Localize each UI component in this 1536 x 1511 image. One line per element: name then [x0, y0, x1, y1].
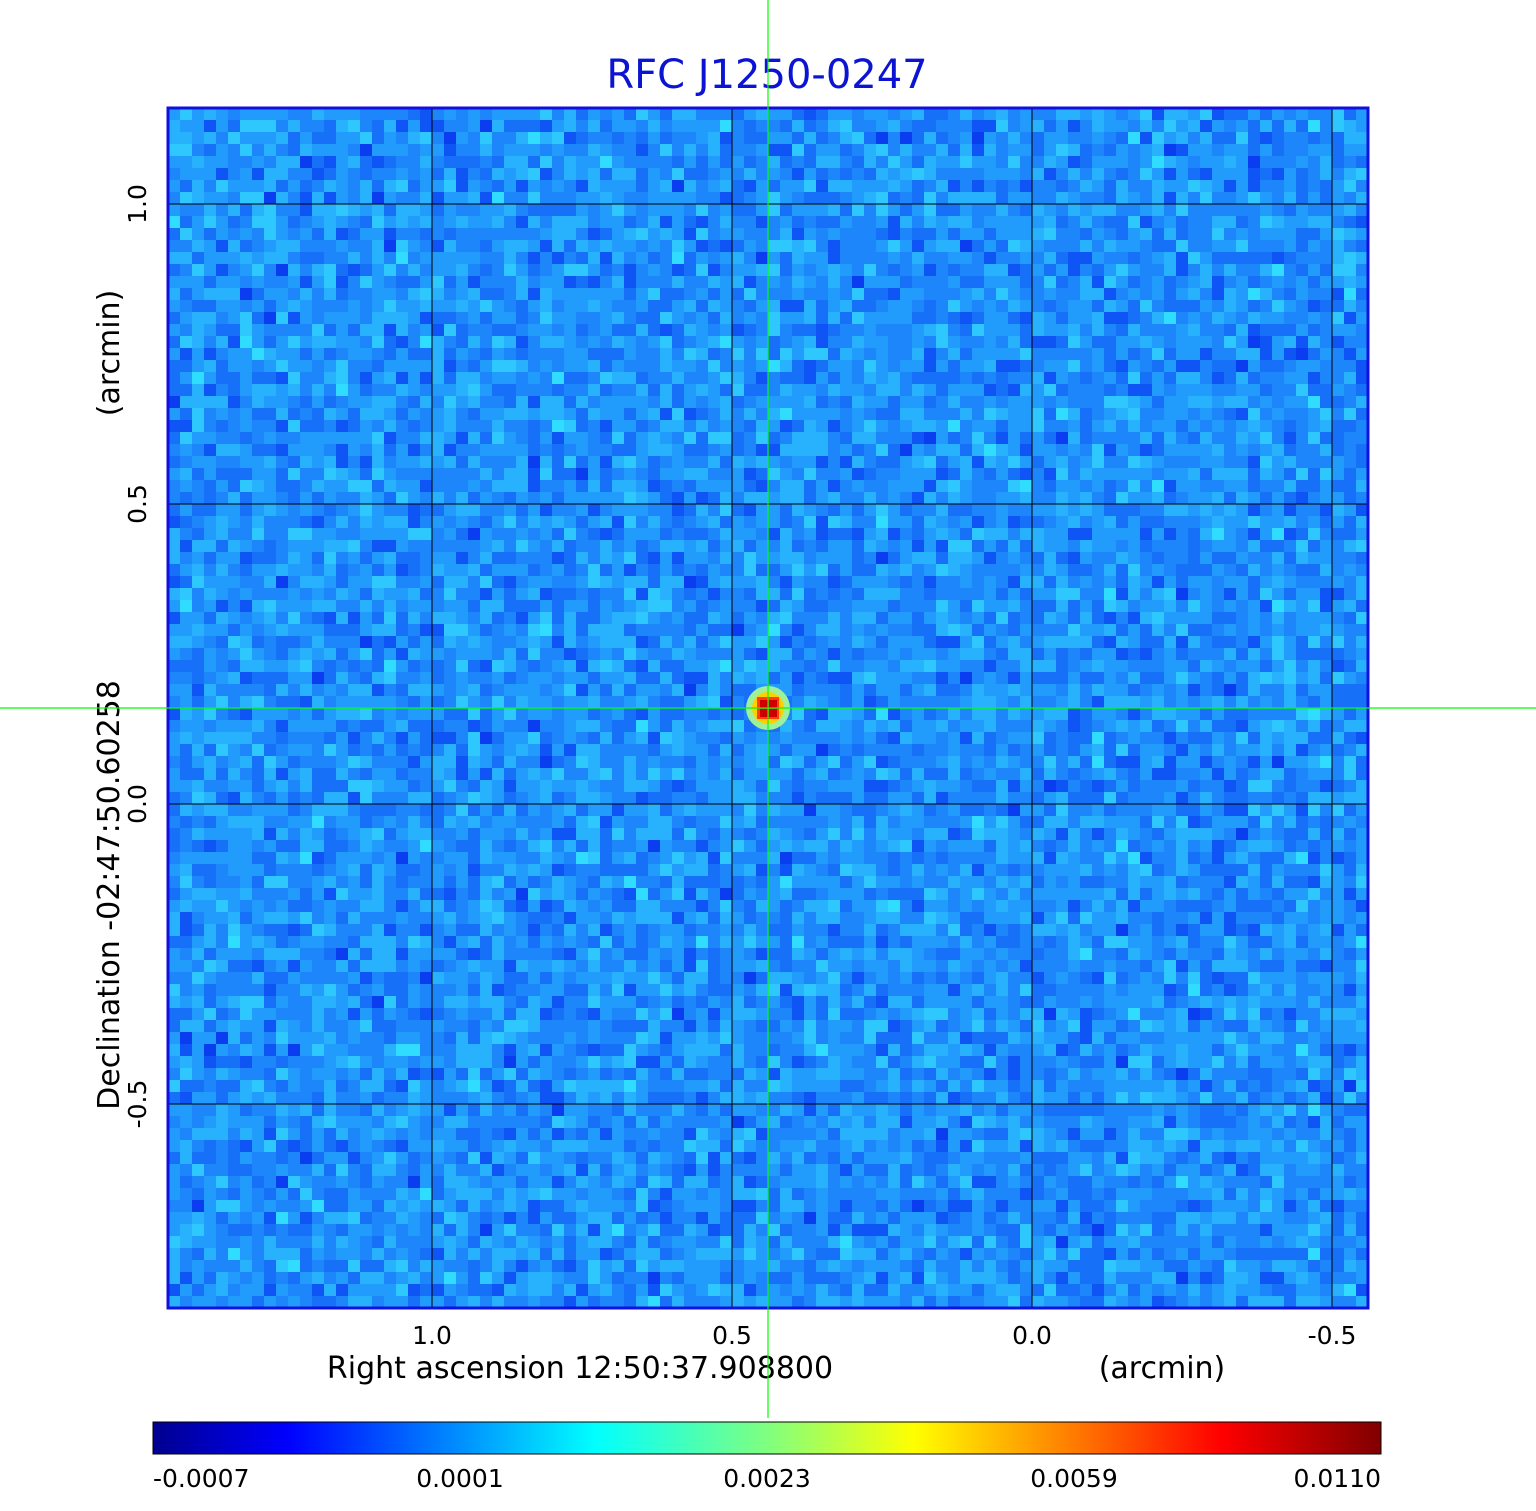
x-axis-label: Right ascension 12:50:37.908800 — [327, 1351, 833, 1386]
colorbar-tick-label: 0.0023 — [723, 1464, 810, 1493]
colorbar-tick-label: 0.0001 — [416, 1464, 503, 1493]
colorbar-tick-label: -0.0007 — [153, 1464, 250, 1493]
colorbar-tick-labels: -0.0007 0.0001 0.0023 0.0059 0.0110 — [153, 1464, 1381, 1493]
chart-title: RFC J1250-0247 — [606, 52, 927, 98]
source-pixel — [760, 709, 768, 717]
y-tick-labels: 1.0 0.5 0.0 -0.5 — [123, 184, 152, 1128]
colorbar-tick-label: 0.0110 — [1294, 1464, 1381, 1493]
y-axis-label: Declination -02:47:50.60258 — [92, 680, 127, 1110]
x-tick-labels: 1.0 0.5 0.0 -0.5 — [412, 1321, 1356, 1350]
source-pixel — [769, 709, 777, 717]
x-tick-label: 0.0 — [1012, 1321, 1052, 1350]
crosshair — [0, 0, 1536, 1418]
x-axis-unit: (arcmin) — [1099, 1351, 1226, 1386]
y-tick-label: -0.5 — [123, 1080, 152, 1129]
source-pixel — [769, 700, 777, 708]
intensity-map — [168, 108, 1369, 1309]
colorbar-tick-label: 0.0059 — [1030, 1464, 1117, 1493]
colorbar — [152, 1421, 1382, 1455]
y-tick-label: 0.5 — [123, 484, 152, 524]
y-axis-unit: (arcmin) — [92, 290, 127, 417]
x-tick-label: -0.5 — [1308, 1321, 1357, 1350]
x-tick-label: 0.5 — [712, 1321, 752, 1350]
y-tick-label: 1.0 — [123, 184, 152, 224]
y-tick-label: 0.0 — [123, 784, 152, 824]
x-tick-label: 1.0 — [412, 1321, 452, 1350]
source-pixel — [760, 700, 768, 708]
